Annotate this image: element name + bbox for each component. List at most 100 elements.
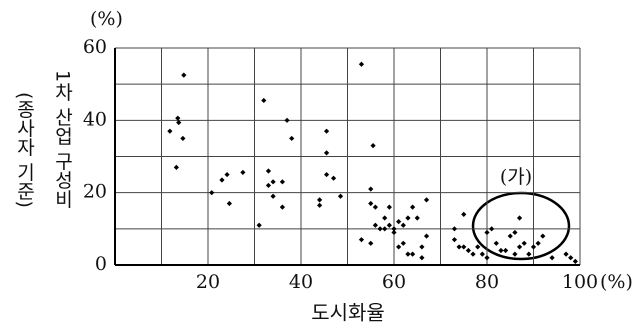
point [563,251,569,257]
point [423,233,430,239]
point [516,215,523,221]
point [176,119,182,126]
point [400,240,406,246]
y-tick-label: 60 [83,36,107,58]
point [391,229,397,236]
point [461,244,467,250]
point [479,251,485,257]
y-unit: (%) [90,8,123,30]
point [419,244,425,250]
point [167,128,173,134]
point [475,244,481,250]
point [451,226,458,232]
point [323,150,330,156]
point [512,251,518,257]
point [484,255,490,261]
point [382,226,388,232]
point [240,169,246,176]
y-axis-label: (종사자 기준) [14,92,36,208]
point [181,72,187,78]
point [423,197,430,203]
point [368,200,374,207]
y-tick-label: 40 [83,108,107,130]
point [470,251,476,257]
point [386,222,392,228]
point [265,182,272,189]
point [498,247,504,254]
point [396,244,402,250]
point [175,115,181,121]
x-tick-label: 40 [289,271,313,293]
point [456,244,462,250]
point [493,240,499,246]
point [549,255,555,261]
point [330,175,337,181]
point [465,247,471,254]
point [451,237,458,243]
x-tick-label: 20 [196,271,220,293]
point [516,244,523,250]
point [358,61,365,67]
x-axis-label: 도시화율 [311,301,385,325]
point [535,240,541,246]
point [284,117,290,123]
point [368,186,374,192]
point [323,128,330,134]
point [279,179,285,185]
point [358,237,365,243]
point [391,226,397,232]
point [226,200,232,207]
point [572,258,578,264]
point [507,233,513,239]
point [410,251,416,257]
point [289,135,295,142]
x-unit: (%) [600,271,633,293]
point [368,240,374,246]
point [261,97,267,104]
point [386,204,392,210]
point [173,164,179,170]
y-axis-label: 1차 산업 구성비 [52,70,74,208]
point [256,222,262,228]
point [484,229,490,236]
point [512,229,518,236]
point [540,233,546,239]
point [530,244,537,250]
point [405,215,411,221]
x-tick-label: 60 [382,271,406,293]
point [521,240,527,246]
point [372,222,378,228]
point [265,168,272,174]
annotation: (가) [500,166,532,188]
y-tick-label: 0 [95,253,107,275]
point [317,197,323,203]
point [219,177,225,183]
x-tick-label: 100 [562,271,598,293]
point [414,215,420,221]
point [270,179,276,185]
point [317,202,323,208]
point [279,204,285,210]
point [370,143,376,149]
point [568,255,574,261]
point [382,215,388,221]
point [209,190,215,196]
point [224,171,230,178]
point [180,135,186,142]
y-tick-label: 20 [83,181,107,203]
point [400,222,406,228]
point [377,226,383,232]
point [405,251,411,257]
point [503,247,509,254]
point [489,226,495,232]
point [410,204,416,210]
point [396,219,402,225]
point [461,211,467,217]
x-tick-label: 80 [475,271,499,293]
point [323,171,330,178]
point [337,193,344,199]
point [372,204,378,210]
point [419,255,425,261]
point [526,251,532,257]
